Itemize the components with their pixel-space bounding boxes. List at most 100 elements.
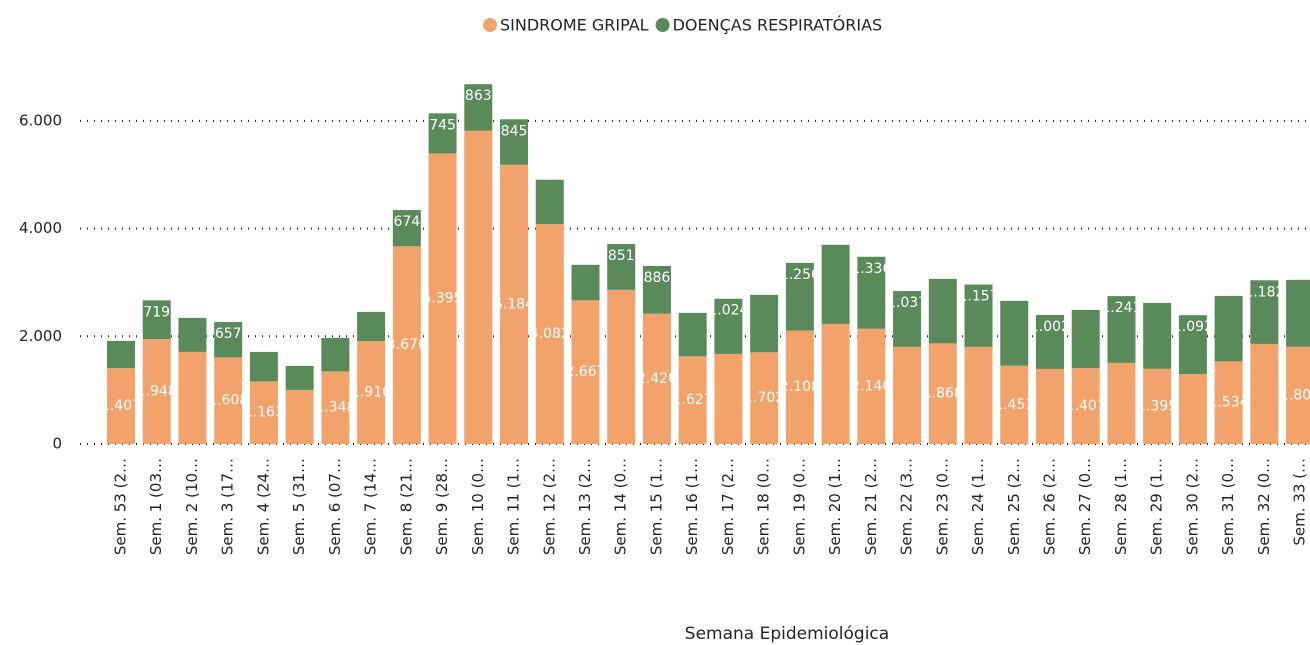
bar-segment xyxy=(500,164,529,444)
data-label: 719 xyxy=(143,304,170,320)
x-tick-label: Sem. 10 (0… xyxy=(469,458,487,555)
data-label: 1.157 xyxy=(958,289,998,305)
bar-segment xyxy=(392,210,421,247)
bar-segment xyxy=(1250,343,1279,444)
y-tick-label: 6.000 xyxy=(19,111,62,129)
bar-segment xyxy=(249,351,278,382)
x-tick-label: Sem. 1 (03… xyxy=(147,458,165,555)
data-label: 1.182 xyxy=(1244,284,1284,300)
x-tick-label: Sem. 13 (2… xyxy=(576,458,594,555)
x-tick-label: Sem. 8 (21… xyxy=(397,458,415,555)
x-tick-label: Sem. 23 (0… xyxy=(933,458,951,555)
x-tick-label: Sem. 14 (0… xyxy=(612,458,630,555)
x-tick-label: Sem. 2 (10… xyxy=(183,458,201,555)
bar-segment xyxy=(1107,296,1136,363)
bar-segment xyxy=(321,371,350,444)
bar-segment xyxy=(893,346,922,444)
bar-segment xyxy=(285,389,314,444)
y-tick-label: 2.000 xyxy=(19,327,62,345)
x-tick-label: Sem. 22 (3… xyxy=(898,458,916,555)
data-label: 2.140 xyxy=(851,378,891,394)
bar-segment xyxy=(464,84,493,131)
bar-segment xyxy=(714,353,743,444)
data-label: 1.256 xyxy=(780,267,820,283)
bar-segment xyxy=(821,323,850,444)
bar-segment xyxy=(1035,368,1064,444)
x-tick-label: Sem. 53 (2… xyxy=(112,458,130,555)
data-label: 2.108 xyxy=(780,379,820,395)
data-label: 1.024 xyxy=(708,303,748,319)
bar-segment xyxy=(285,365,314,390)
bar-segment xyxy=(1178,315,1207,374)
data-label: 1.002 xyxy=(1030,319,1070,335)
bar-segment xyxy=(357,341,386,444)
bar-segment xyxy=(1214,361,1243,444)
bar-segment xyxy=(214,322,243,358)
y-tick-label: 4.000 xyxy=(19,219,62,237)
bar-segment xyxy=(857,256,886,329)
bar-segment xyxy=(178,351,207,444)
bar-segment xyxy=(214,357,243,444)
bar-segment xyxy=(893,291,922,347)
bar-segment xyxy=(392,246,421,444)
bar-segment xyxy=(1286,279,1310,347)
data-label: 4.082 xyxy=(530,326,570,342)
x-tick-label: Sem. 32 (0… xyxy=(1255,458,1273,555)
bar-segment xyxy=(714,298,743,354)
bar-segment xyxy=(642,313,671,444)
bar-segment xyxy=(357,311,386,342)
x-tick-label: Sem. 27 (0… xyxy=(1076,458,1094,555)
bar-segment xyxy=(785,330,814,444)
bar-segment xyxy=(642,265,671,314)
x-tick-label: Sem. 17 (2… xyxy=(719,458,737,555)
x-tick-label: Sem. 31 (0… xyxy=(1219,458,1237,555)
bar-segment xyxy=(607,289,636,444)
data-label: 845 xyxy=(501,123,528,139)
x-tick-label: Sem. 4 (24… xyxy=(254,458,272,555)
bar-segment xyxy=(500,119,529,165)
x-tick-label: Sem. 28 (1… xyxy=(1112,458,1130,555)
bar-segment xyxy=(464,130,493,444)
bar-segment xyxy=(321,337,350,372)
x-tick-label: Sem. 5 (31… xyxy=(290,458,308,555)
bar-segment xyxy=(535,179,564,225)
data-label: 1.868 xyxy=(923,386,963,402)
bar-segment xyxy=(1107,362,1136,444)
x-tick-label: Sem. 33 (… xyxy=(1291,458,1309,546)
data-label: 1.627 xyxy=(673,392,713,408)
x-tick-label: Sem. 24 (1… xyxy=(969,458,987,555)
bar-segment xyxy=(1143,302,1172,369)
bar-segment xyxy=(1035,314,1064,369)
bar-segment xyxy=(964,346,993,444)
data-label: 1.453 xyxy=(994,397,1034,413)
bar-segment xyxy=(821,244,850,324)
data-label: 1.948 xyxy=(137,384,177,400)
data-label: 745 xyxy=(429,117,456,133)
data-label: 1.037 xyxy=(887,295,927,311)
data-label: 1.348 xyxy=(315,400,355,416)
bar-segment xyxy=(428,153,457,444)
x-tick-label: Sem. 18 (0… xyxy=(755,458,773,555)
data-label: 1.806 xyxy=(1280,387,1310,403)
bar-segment xyxy=(1000,365,1029,444)
data-label: 657 xyxy=(215,326,242,342)
bar-segment xyxy=(1250,280,1279,344)
data-label: 1.241 xyxy=(1101,300,1141,316)
bar-segment xyxy=(1143,368,1172,444)
x-tick-label: Sem. 11 (1… xyxy=(505,458,523,555)
data-label: 3.670 xyxy=(387,337,427,353)
x-tick-label: Sem. 30 (2… xyxy=(1183,458,1201,555)
bar-segment xyxy=(607,244,636,290)
legend: SINDROME GRIPAL DOENÇAS RESPIRATÓRIAS xyxy=(483,16,882,35)
bar-segment xyxy=(785,262,814,331)
data-label: 1.092 xyxy=(1173,319,1213,335)
x-tick-label: Sem. 7 (14… xyxy=(362,458,380,555)
data-label: 1.702 xyxy=(744,390,784,406)
bar-segment xyxy=(107,368,135,444)
x-tick-label: Sem. 9 (28… xyxy=(433,458,451,555)
x-tick-label: Sem. 21 (2… xyxy=(862,458,880,555)
data-label: 1.534 xyxy=(1209,395,1249,411)
data-label: 674 xyxy=(393,214,420,230)
bar-segment xyxy=(142,339,171,444)
data-label: 1.407 xyxy=(1066,398,1106,414)
